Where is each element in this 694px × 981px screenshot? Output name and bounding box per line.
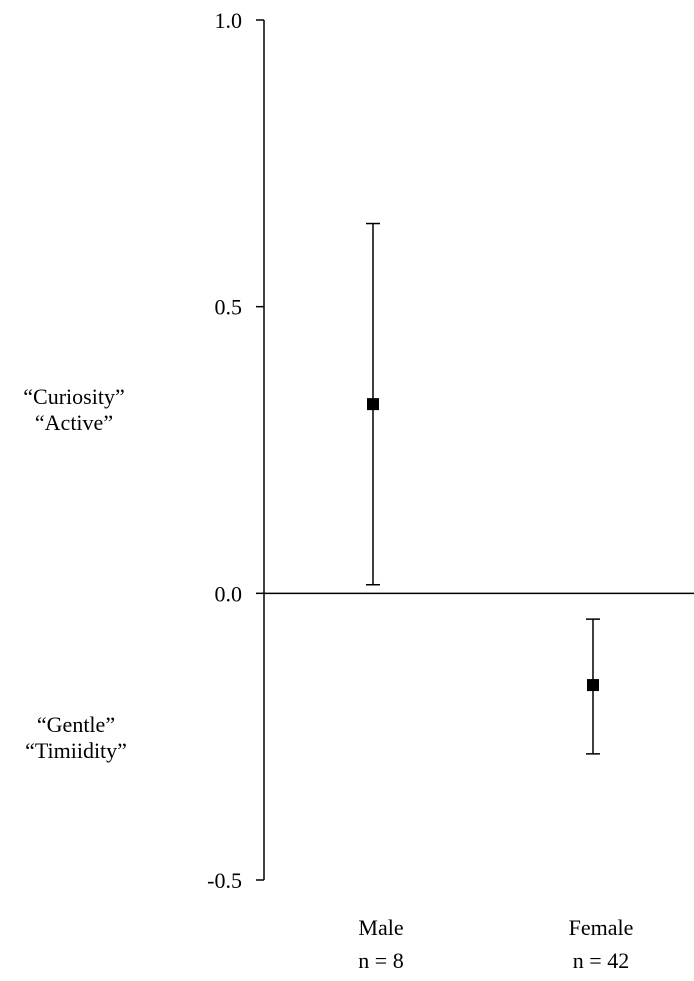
data-marks — [366, 222, 600, 755]
y-ticks: 1.0 0.5 0.0 -0.5 — [207, 8, 264, 893]
annotation-active: “Active” — [34, 410, 114, 435]
annotation-gentle: “Gentle” — [36, 712, 116, 737]
data-point — [587, 679, 599, 692]
annotation-timidity: “Timiidity” — [25, 738, 127, 763]
negative-annotation: “Gentle” “Timiidity” — [6, 712, 146, 764]
category-labels: Male n = 8 Female n = 42 — [358, 915, 633, 973]
y-tick-label: -0.5 — [207, 868, 242, 893]
annotation-curiosity: “Curiosity” — [23, 384, 125, 409]
category-label: Male — [358, 915, 403, 940]
y-tick-label: 0.5 — [215, 295, 243, 320]
category-label: Female — [569, 915, 634, 940]
positive-annotation: “Curiosity” “Active” — [4, 384, 144, 436]
data-point — [367, 398, 379, 411]
y-tick-label: 0.0 — [215, 581, 243, 606]
category-n-label: n = 42 — [573, 948, 629, 973]
category-n-label: n = 8 — [358, 948, 403, 973]
y-tick-label: 1.0 — [215, 8, 243, 33]
